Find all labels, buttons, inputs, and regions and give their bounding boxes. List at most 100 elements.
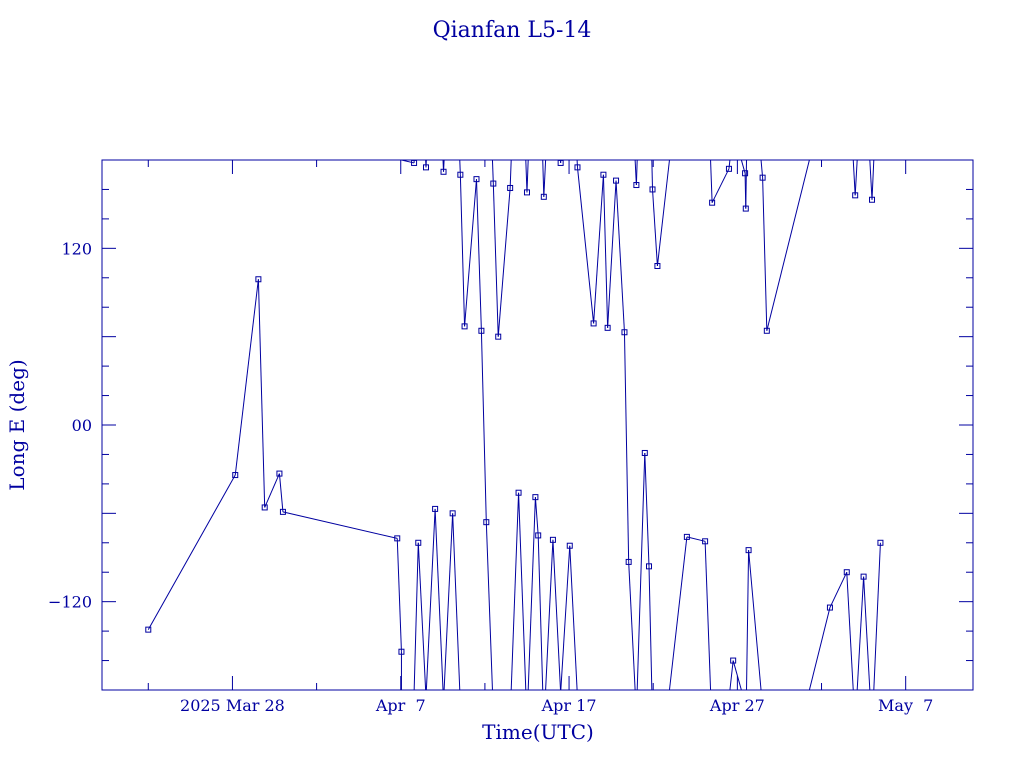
series-segment [635,159,638,186]
series-segment [537,535,544,691]
series-segment [234,279,259,476]
series-segment [396,538,402,652]
data-point [440,168,447,175]
plot-frame [101,159,974,691]
series-segment [526,159,529,193]
data-point [507,184,514,191]
x-tick-label: May 7 [878,696,933,715]
series-segment [569,545,578,691]
series-segment [808,607,831,691]
series-segment [545,539,554,691]
data-point [394,535,401,542]
y-tick-label: −120 [48,593,92,612]
data-point [276,470,283,477]
data-point [742,205,749,212]
data-point [730,657,737,664]
data-point [763,327,770,334]
series-segment [668,536,688,691]
data-point [279,508,286,515]
series-segment [852,159,856,196]
series-segment [829,572,848,608]
series-segment [766,159,810,331]
series-segment [443,159,445,172]
y-tick-label: 00 [72,416,92,435]
series-segment [480,330,487,523]
series-segment [728,159,731,169]
data-point [852,192,859,199]
data-point [566,542,573,549]
series-segment [602,174,609,328]
data-point [600,171,607,178]
data-point [411,159,418,166]
data-point [826,604,833,611]
series-segment [413,542,419,691]
series-segment [497,187,511,337]
series-segment [740,159,746,174]
data-point [457,171,464,178]
series-segment [686,536,706,542]
data-point [702,538,709,545]
series-segment [729,660,734,691]
series-segment [628,561,636,691]
series-segment [636,452,646,691]
data-point [633,182,640,189]
data-point [869,196,876,203]
series-segment [552,539,561,691]
series-segment [491,159,494,184]
series-segment [869,159,873,200]
data-point [478,327,485,334]
series-segment [644,452,650,567]
series-segment [863,576,871,691]
data-point [532,494,539,501]
series-segment [509,159,512,188]
data-point [515,489,522,496]
series-segment [425,508,436,691]
series-segment [492,183,499,337]
series-segment [854,159,858,196]
data-point [535,532,542,539]
data-point [759,174,766,181]
series-segment [648,566,653,691]
data-point [590,320,597,327]
data-point [745,547,752,554]
x-tick-label: 2025 Mar 28 [180,696,285,715]
series-segment [434,508,444,691]
series-segment [762,177,768,331]
series-segment [443,513,454,691]
data-point [574,164,581,171]
series-segment [846,572,854,691]
data-point [604,324,611,331]
data-point [449,510,456,517]
series-segment [745,159,748,209]
data-point [495,333,502,340]
data-point [843,569,850,576]
series-segment [607,180,617,328]
data-point [625,558,632,565]
series-segment [711,168,730,203]
data-point [709,199,716,206]
series-segment [264,473,280,508]
data-point [490,180,497,187]
data-point [523,189,530,196]
x-axis-label: Time(UTC) [482,720,594,744]
series-segment [732,660,742,691]
series-segment [459,174,466,327]
data-point [145,626,152,633]
series-segment [257,279,266,508]
data-point [483,519,490,526]
x-axis: 2025 Mar 28 Apr 7 Apr 17 Apr 27 May 7 [147,160,933,715]
series-segment [485,522,493,691]
series-segment [710,159,713,203]
data-point [683,533,690,540]
series-segment [748,550,762,691]
data-point [398,648,405,655]
data-point [613,177,620,184]
data-point [255,276,262,283]
data-point [877,539,884,546]
series-segment [871,159,875,200]
data-point [860,573,867,580]
series-segment [464,179,477,327]
series-segment [518,492,527,691]
series-segment [704,541,712,691]
